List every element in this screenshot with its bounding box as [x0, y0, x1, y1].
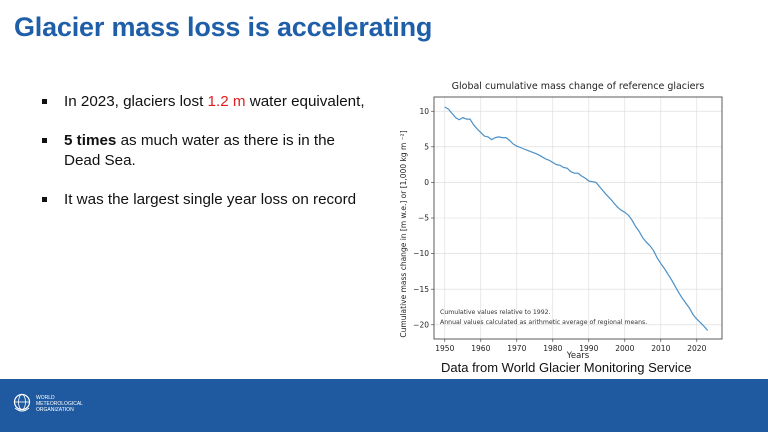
x-tick-label: 2010 [651, 344, 670, 353]
y-tick-label: −15 [413, 285, 429, 294]
y-tick-label: −5 [418, 214, 429, 223]
bullet-text: water equivalent, [245, 93, 365, 110]
square-bullet-icon [42, 99, 47, 104]
x-tick-label: 1980 [543, 344, 562, 353]
bullet-text: It was the largest single year loss on r… [64, 191, 357, 208]
chart-container: Global cumulative mass change of referen… [396, 74, 732, 364]
chart-annotation: Cumulative values relative to 1992. [440, 309, 551, 316]
series-line [444, 106, 709, 331]
highlight-value: 1.2 m [207, 93, 246, 110]
square-bullet-icon [42, 197, 47, 202]
x-tick-label: 2000 [615, 344, 634, 353]
chart-annotation: Annual values calculated as arithmetic a… [440, 319, 647, 326]
line-chart: Global cumulative mass change of referen… [399, 81, 723, 361]
y-tick-label: 10 [419, 107, 429, 116]
bullet-item: In 2023, glaciers lost 1.2 m water equiv… [40, 92, 370, 112]
bullet-item: It was the largest single year loss on r… [40, 190, 370, 210]
chart-title: Global cumulative mass change of referen… [452, 81, 705, 92]
bold-text: 5 times [64, 132, 117, 149]
plot-frame [433, 96, 723, 340]
y-tick-label: −20 [413, 320, 429, 329]
x-tick-label: 1960 [471, 344, 490, 353]
x-tick-label: 1950 [435, 344, 454, 353]
y-tick-label: −10 [413, 249, 429, 258]
chart-caption: Data from World Glacier Monitoring Servi… [441, 360, 692, 375]
bullet-item: 5 times as much water as there is in the… [40, 131, 370, 171]
bullet-text: In 2023, glaciers lost [64, 93, 208, 110]
x-axis-label: Years [566, 351, 590, 361]
x-tick-label: 2020 [687, 344, 706, 353]
wmo-emblem-icon [13, 393, 31, 412]
square-bullet-icon [42, 138, 47, 143]
x-tick-label: 1970 [507, 344, 526, 353]
slide-title: Glacier mass loss is accelerating [14, 12, 433, 42]
x-tick-label: 1990 [579, 344, 598, 353]
bullet-text: as much water as there is in the Dead Se… [64, 132, 335, 169]
y-tick-label: 0 [424, 178, 429, 187]
organization-name: WORLD METEOROLOGICAL ORGANIZATION [36, 395, 83, 413]
y-tick-label: 5 [424, 142, 429, 151]
bullet-list: In 2023, glaciers lost 1.2 m water equiv… [40, 92, 370, 229]
footer-bar: WORLD METEOROLOGICAL ORGANIZATION [0, 379, 768, 432]
y-axis-label: Cumulative mass change in [m w.e.] or [1… [399, 130, 408, 337]
